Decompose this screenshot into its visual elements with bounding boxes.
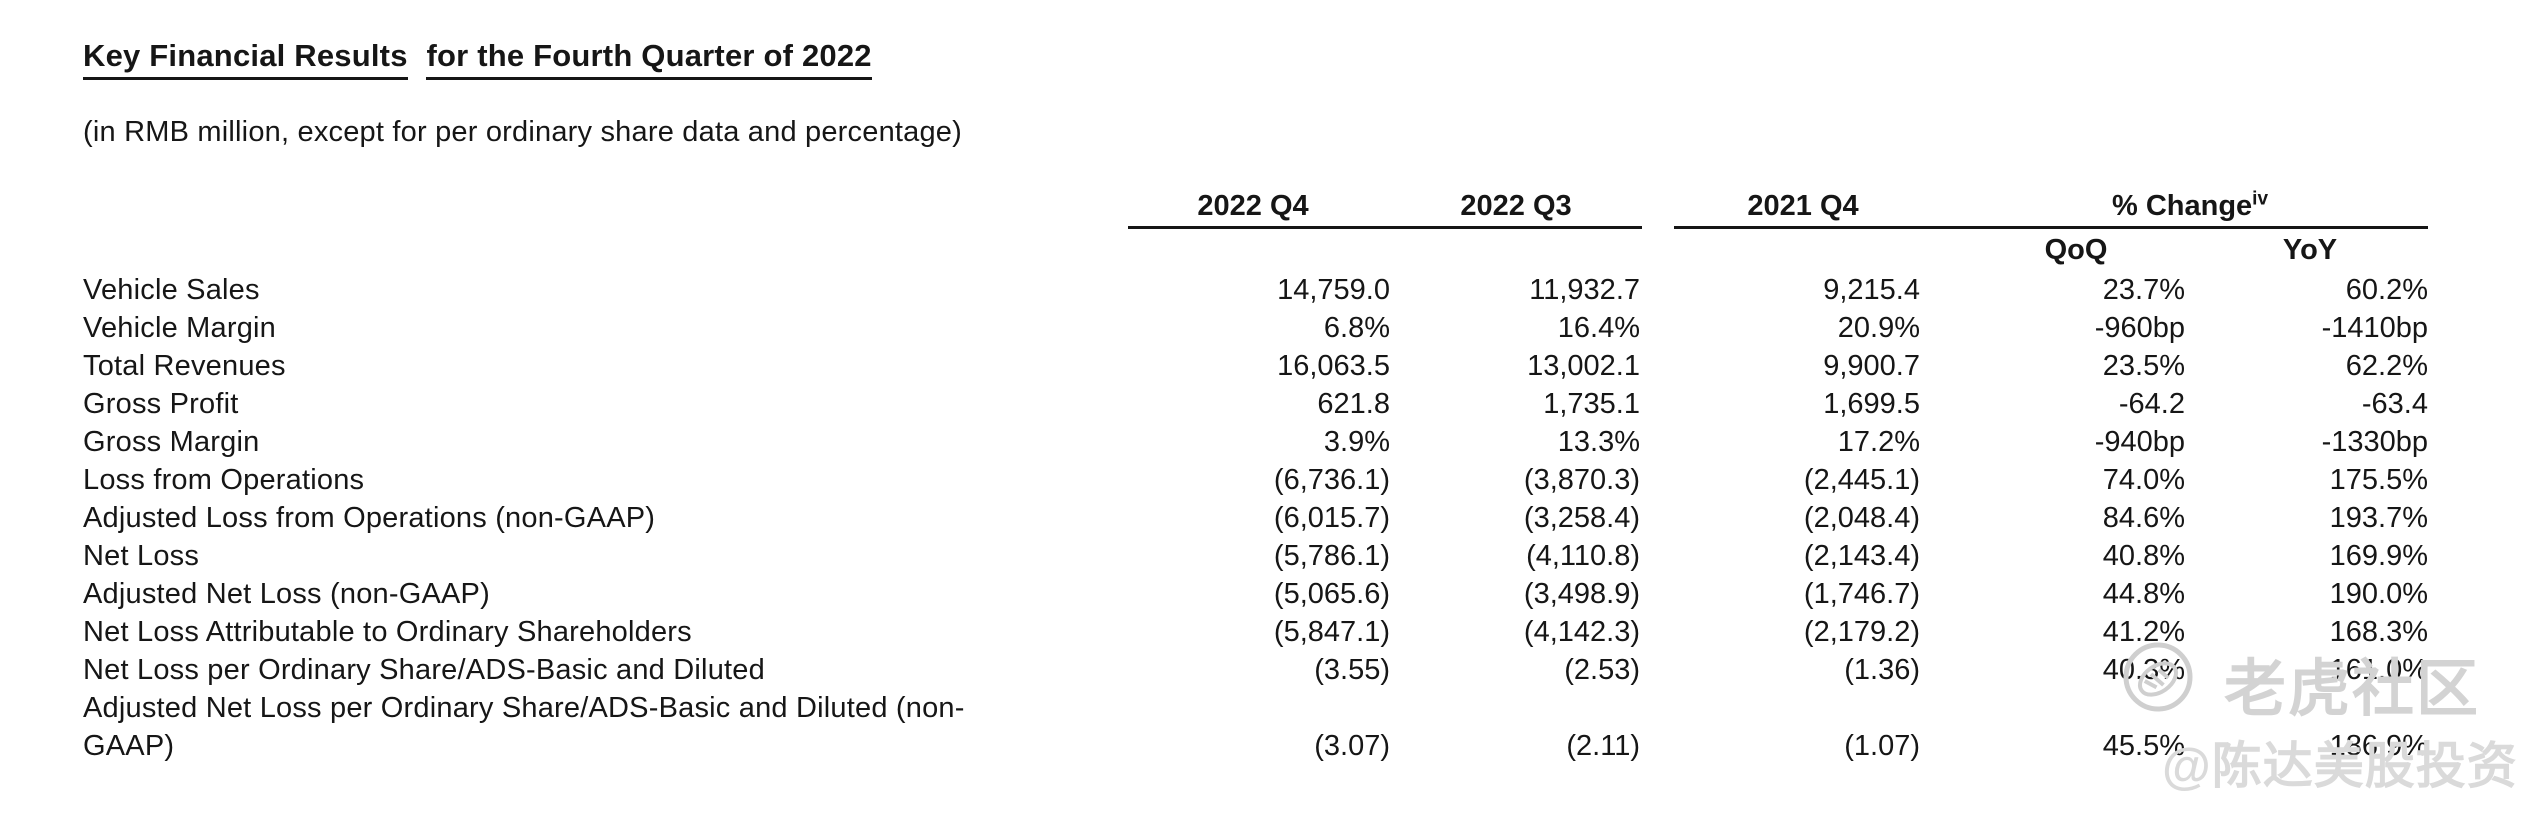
table-row: Net Loss (5,786.1) (4,110.8) (2,143.4) 4… bbox=[83, 537, 2428, 575]
cell-2022-q3: 11,932.7 bbox=[1529, 274, 1640, 306]
cell-yoy-change: 60.2% bbox=[2345, 274, 2428, 306]
row-label: Loss from Operations bbox=[83, 464, 365, 496]
cell-yoy-change: 62.2% bbox=[2345, 350, 2428, 382]
cell-2021-q4: (1,746.7) bbox=[1803, 578, 1920, 610]
row-label: Adjusted Loss from Operations (non-GAAP) bbox=[83, 502, 656, 534]
table-row: Gross Profit 621.8 1,735.1 1,699.5 -64.2… bbox=[83, 385, 2428, 423]
column-header-2022-q3: 2022 Q3 bbox=[1460, 190, 1572, 222]
cell-qoq-change: 84.6% bbox=[2102, 502, 2185, 534]
cell-qoq-change: 23.7% bbox=[2102, 274, 2185, 306]
cell-2022-q3: (2.11) bbox=[1566, 730, 1640, 762]
cell-qoq-change: 44.8% bbox=[2102, 578, 2185, 610]
row-label: Adjusted Net Loss per Ordinary Share/ADS… bbox=[83, 692, 965, 762]
table-row: Net Loss Attributable to Ordinary Shareh… bbox=[83, 613, 2428, 651]
cell-yoy-change: -1330bp bbox=[2321, 426, 2428, 458]
column-header-2022-q4: 2022 Q4 bbox=[1197, 190, 1309, 222]
cell-2022-q4: (3.07) bbox=[1314, 730, 1390, 762]
row-label: Vehicle Sales bbox=[83, 274, 260, 306]
cell-2021-q4: (1.07) bbox=[1844, 730, 1920, 762]
page-title: Key Financial Results for the Fourth Qua… bbox=[83, 38, 872, 80]
header-rule-current-periods bbox=[1128, 226, 1642, 229]
row-label: Adjusted Net Loss (non-GAAP) bbox=[83, 578, 490, 610]
column-header-yoy: YoY bbox=[2282, 234, 2338, 266]
table-row: Loss from Operations (6,736.1) (3,870.3)… bbox=[83, 461, 2428, 499]
cell-qoq-change: -960bp bbox=[2094, 312, 2185, 344]
table-row: Gross Margin 3.9% 13.3% 17.2% -940bp -13… bbox=[83, 423, 2428, 461]
cell-2021-q4: 9,900.7 bbox=[1823, 350, 1920, 382]
cell-yoy-change: 175.5% bbox=[2329, 464, 2428, 496]
cell-2021-q4: (2,179.2) bbox=[1803, 616, 1920, 648]
table-row: Net Loss per Ordinary Share/ADS-Basic an… bbox=[83, 651, 2428, 689]
cell-2021-q4: (2,445.1) bbox=[1803, 464, 1920, 496]
cell-2022-q4: 6.8% bbox=[1323, 312, 1390, 344]
cell-2022-q3: (3,258.4) bbox=[1523, 502, 1640, 534]
cell-2022-q3: 13.3% bbox=[1557, 426, 1640, 458]
cell-qoq-change: -64.2 bbox=[2118, 388, 2185, 420]
cell-yoy-change: -1410bp bbox=[2321, 312, 2428, 344]
row-label: Net Loss per Ordinary Share/ADS-Basic an… bbox=[83, 654, 765, 686]
table-row: Adjusted Loss from Operations (non-GAAP)… bbox=[83, 499, 2428, 537]
table-row: Adjusted Net Loss (non-GAAP) (5,065.6) (… bbox=[83, 575, 2428, 613]
cell-2022-q4: (5,786.1) bbox=[1273, 540, 1390, 572]
cell-2022-q3: (2.53) bbox=[1564, 654, 1640, 686]
cell-qoq-change: 45.5% bbox=[2102, 730, 2185, 762]
cell-2022-q4: (6,736.1) bbox=[1273, 464, 1390, 496]
cell-2021-q4: (1.36) bbox=[1844, 654, 1920, 686]
cell-2021-q4: (2,143.4) bbox=[1803, 540, 1920, 572]
cell-2022-q4: 621.8 bbox=[1317, 388, 1390, 420]
header-rule-prior-and-change bbox=[1674, 226, 2428, 229]
percent-change-label: % Change bbox=[2111, 190, 2253, 222]
cell-2022-q4: (6,015.7) bbox=[1273, 502, 1390, 534]
footnote-marker-iv: iv bbox=[2252, 188, 2269, 210]
cell-yoy-change: -63.4 bbox=[2361, 388, 2428, 420]
cell-yoy-change: 161.0% bbox=[2329, 654, 2428, 686]
cell-yoy-change: 169.9% bbox=[2329, 540, 2428, 572]
column-header-qoq: QoQ bbox=[2044, 234, 2108, 266]
cell-yoy-change: 190.0% bbox=[2329, 578, 2428, 610]
cell-2022-q3: (3,498.9) bbox=[1523, 578, 1640, 610]
cell-2022-q3: (4,110.8) bbox=[1526, 540, 1640, 572]
cell-qoq-change: 23.5% bbox=[2102, 350, 2185, 382]
cell-2022-q4: (5,065.6) bbox=[1273, 578, 1390, 610]
cell-qoq-change: -940bp bbox=[2094, 426, 2185, 458]
row-label: Vehicle Margin bbox=[83, 312, 277, 344]
cell-2022-q4: 16,063.5 bbox=[1277, 350, 1390, 382]
cell-2021-q4: (2,048.4) bbox=[1803, 502, 1920, 534]
cell-2022-q3: 13,002.1 bbox=[1527, 350, 1640, 382]
cell-yoy-change: 193.7% bbox=[2329, 502, 2428, 534]
table-rows: Vehicle Sales 14,759.0 11,932.7 9,215.4 … bbox=[83, 271, 2428, 765]
row-label: Net Loss Attributable to Ordinary Shareh… bbox=[83, 616, 692, 648]
page-title-part2: for the Fourth Quarter of 2022 bbox=[426, 38, 872, 80]
cell-2022-q4: (5,847.1) bbox=[1273, 616, 1390, 648]
cell-yoy-change: 168.3% bbox=[2329, 616, 2428, 648]
units-note: (in RMB million, except for per ordinary… bbox=[83, 116, 962, 148]
cell-qoq-change: 40.8% bbox=[2102, 540, 2185, 572]
cell-2022-q4: 14,759.0 bbox=[1277, 274, 1390, 306]
cell-qoq-change: 74.0% bbox=[2102, 464, 2185, 496]
column-header-2021-q4: 2021 Q4 bbox=[1747, 190, 1859, 222]
cell-2022-q3: 1,735.1 bbox=[1543, 388, 1640, 420]
cell-yoy-change: 186.9% bbox=[2329, 730, 2428, 762]
row-label: Gross Profit bbox=[83, 388, 239, 420]
cell-2021-q4: 9,215.4 bbox=[1823, 274, 1920, 306]
cell-2021-q4: 17.2% bbox=[1837, 426, 1920, 458]
row-label: Net Loss bbox=[83, 540, 200, 572]
cell-2022-q4: 3.9% bbox=[1323, 426, 1390, 458]
cell-2022-q3: (3,870.3) bbox=[1523, 464, 1640, 496]
column-header-percent-change: % Changeiv bbox=[2111, 188, 2269, 223]
table-row: Adjusted Net Loss per Ordinary Share/ADS… bbox=[83, 689, 2428, 765]
row-label: Total Revenues bbox=[83, 350, 286, 382]
table-row: Vehicle Margin 6.8% 16.4% 20.9% -960bp -… bbox=[83, 309, 2428, 347]
cell-2022-q3: 16.4% bbox=[1557, 312, 1640, 344]
page-title-part1: Key Financial Results bbox=[83, 38, 408, 80]
row-label: Gross Margin bbox=[83, 426, 260, 458]
cell-2021-q4: 20.9% bbox=[1837, 312, 1920, 344]
table-row: Total Revenues 16,063.5 13,002.1 9,900.7… bbox=[83, 347, 2428, 385]
table-row: Vehicle Sales 14,759.0 11,932.7 9,215.4 … bbox=[83, 271, 2428, 309]
cell-2022-q4: (3.55) bbox=[1314, 654, 1390, 686]
cell-2021-q4: 1,699.5 bbox=[1823, 388, 1920, 420]
cell-2022-q3: (4,142.3) bbox=[1523, 616, 1640, 648]
